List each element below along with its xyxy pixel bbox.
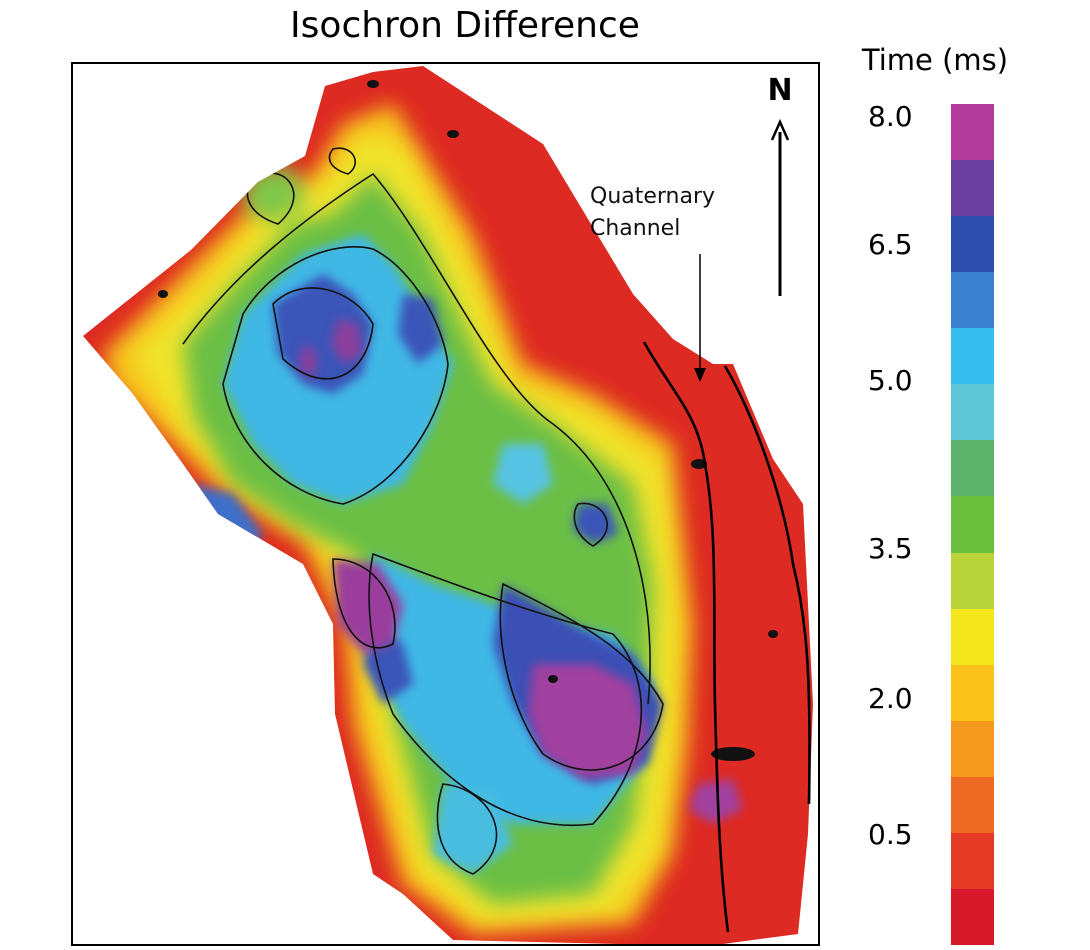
map-canvas bbox=[83, 66, 813, 944]
annotation-line-2: Channel bbox=[590, 216, 681, 241]
legend-tick-label: 8.0 bbox=[868, 100, 913, 133]
annotation-pointer bbox=[694, 254, 706, 382]
colorbar-swatch bbox=[951, 272, 994, 329]
channel-boundary-lines bbox=[642, 341, 811, 933]
colorbar-swatch bbox=[951, 888, 994, 945]
data-speckles bbox=[158, 80, 778, 761]
colorbar-swatch bbox=[951, 552, 994, 609]
legend-tick-label: 6.5 bbox=[868, 228, 913, 261]
colorbar-swatch bbox=[951, 160, 994, 217]
contour-lines bbox=[182, 147, 664, 875]
north-label: N bbox=[767, 73, 793, 108]
legend-tick-label: 5.0 bbox=[868, 364, 913, 397]
colorbar-swatch bbox=[951, 384, 994, 441]
colorbar-swatch bbox=[951, 496, 994, 553]
colorbar-swatch bbox=[951, 608, 994, 665]
legend-tick-label: 2.0 bbox=[868, 682, 913, 715]
colorbar-swatch bbox=[951, 720, 994, 777]
quaternary-channel-annotation: Quaternary Channel bbox=[590, 181, 750, 245]
map-title: Isochron Difference bbox=[290, 5, 640, 46]
legend-tick-label: 3.5 bbox=[868, 532, 913, 565]
time-colorbar bbox=[951, 104, 994, 945]
colorbar-swatch bbox=[951, 664, 994, 721]
colorbar-swatch bbox=[951, 328, 994, 385]
colorbar-swatch bbox=[951, 216, 994, 273]
annotation-line-1: Quaternary bbox=[590, 184, 716, 209]
isochron-map bbox=[71, 62, 820, 946]
north-arrow: N bbox=[760, 74, 800, 304]
colorbar-swatch bbox=[951, 776, 994, 833]
colorbar-swatch bbox=[951, 832, 994, 889]
legend-tick-label: 0.5 bbox=[868, 818, 913, 851]
purple-zone bbox=[298, 319, 743, 824]
colorbar-swatch bbox=[951, 104, 994, 161]
north-arrow-icon bbox=[770, 118, 790, 296]
colorbar-swatch bbox=[951, 440, 994, 497]
legend-title: Time (ms) bbox=[861, 43, 1009, 77]
